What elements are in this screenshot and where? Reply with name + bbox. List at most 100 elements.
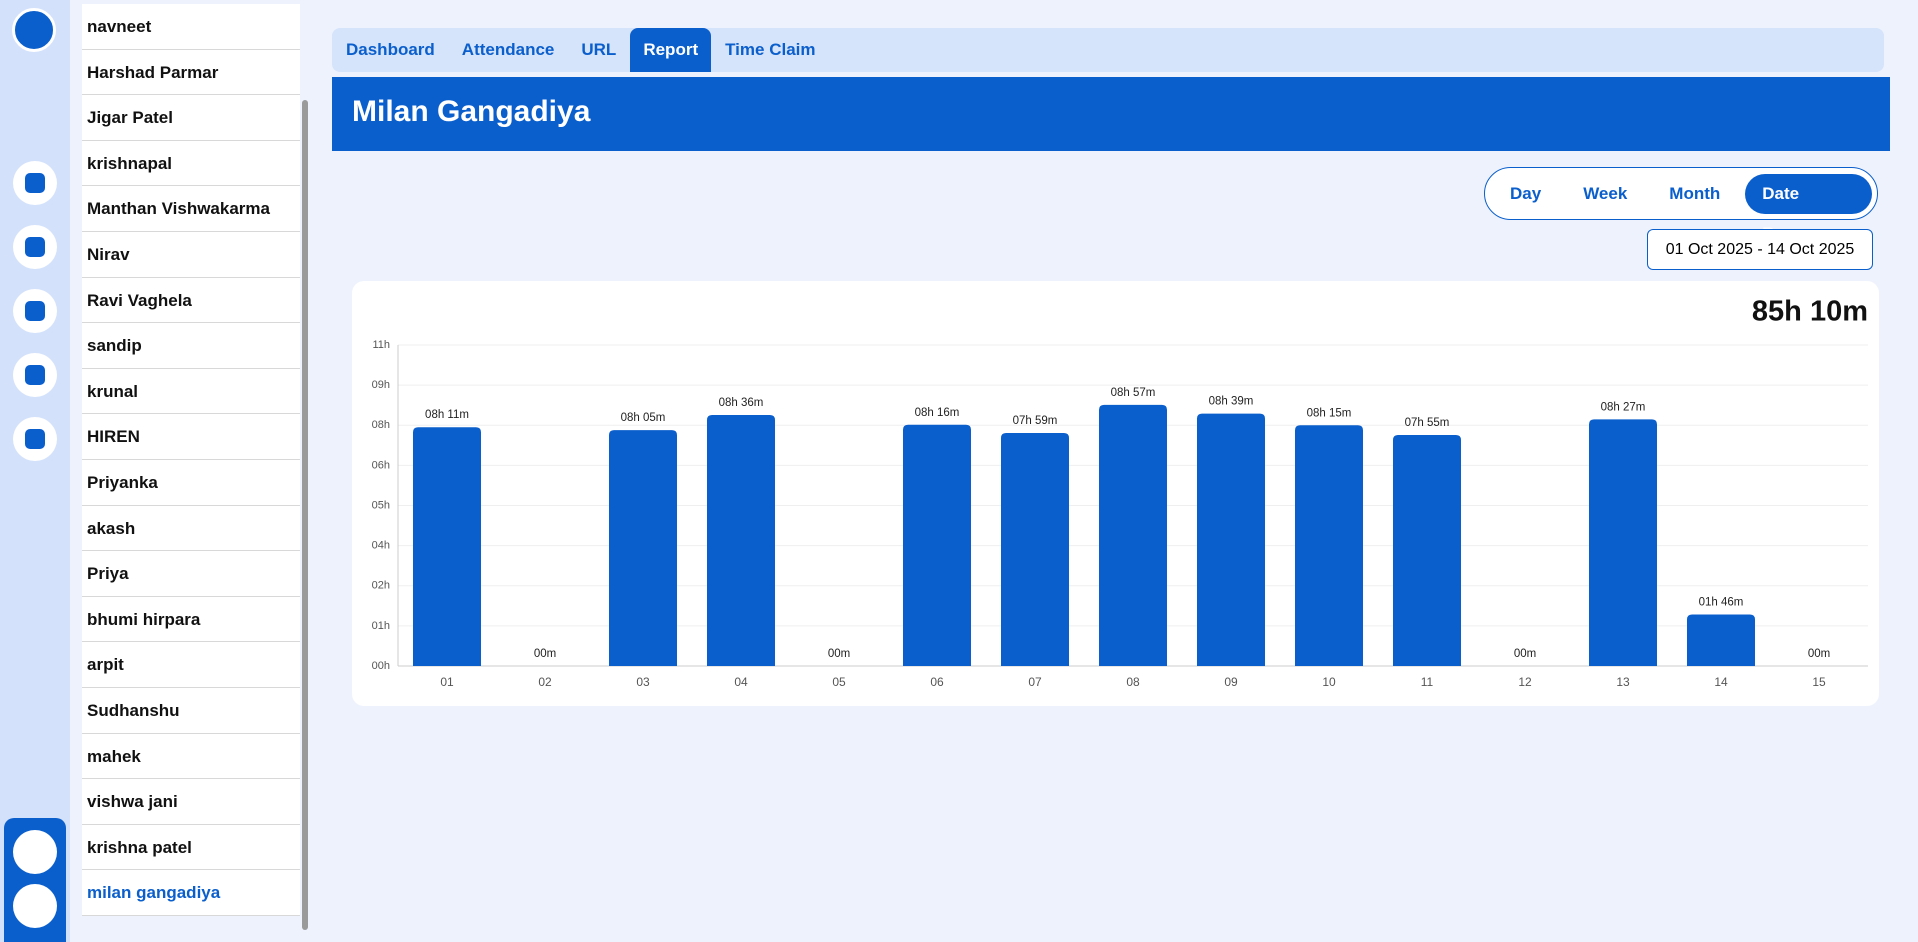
user-item[interactable]: milan gangadiya — [82, 870, 300, 916]
y-tick-label: 08h — [372, 419, 390, 431]
user-item[interactable]: mahek — [82, 733, 300, 780]
user-item[interactable]: Nirav — [82, 231, 300, 278]
x-tick-label: 12 — [1518, 675, 1532, 689]
y-tick-label: 04h — [372, 540, 390, 552]
user-item[interactable]: Priyanka — [82, 459, 300, 506]
home-icon[interactable] — [13, 161, 57, 205]
chart-card: 85h 10m 00h 01h 02h 04h 05h 06h 08h 09h 11h 01 08h… — [352, 281, 1879, 706]
user-item[interactable]: Harshad Parmar — [82, 49, 300, 96]
user-item[interactable]: akash — [82, 505, 300, 552]
user-item[interactable]: Manthan Vishwakarma — [82, 186, 300, 232]
value-label: 08h 16m — [915, 407, 960, 419]
value-label: 00m — [828, 648, 850, 660]
range-toggle: Day Week Month Date Range — [1484, 167, 1878, 243]
value-label: 08h 11m — [425, 409, 469, 421]
bar — [1197, 413, 1265, 666]
x-tick-label: 15 — [1812, 675, 1826, 689]
tab[interactable]: Attendance — [461, 40, 555, 59]
x-tick-label: 06 — [930, 675, 944, 689]
scrollbar — [302, 100, 308, 930]
logo[interactable] — [12, 8, 56, 52]
x-tick-label: 14 — [1714, 675, 1728, 689]
bar — [1589, 419, 1657, 666]
value-label: 08h 39m — [1209, 396, 1254, 408]
range-button[interactable]: Month — [1669, 183, 1721, 203]
total-time: 85h 10m — [1752, 296, 1868, 328]
chart: 85h 10m 00h 01h 02h 04h 05h 06h 08h 09h 11h 01 08h… — [372, 296, 1868, 689]
x-tick-label: 11 — [1421, 675, 1434, 689]
user-item[interactable]: Ravi Vaghela — [82, 277, 300, 324]
profile-icon[interactable] — [13, 830, 57, 874]
user-item[interactable]: krunal — [82, 368, 300, 415]
icon-rail — [0, 0, 70, 942]
y-tick-label: 09h — [372, 379, 390, 391]
user-item[interactable]: bhumi hirpara — [82, 596, 300, 643]
x-tick-label: 03 — [636, 675, 650, 689]
user-item[interactable]: Priya — [82, 551, 300, 597]
user-item[interactable]: sandip — [82, 323, 300, 369]
x-tick-label: 09 — [1224, 675, 1238, 689]
x-tick-label: 10 — [1322, 675, 1336, 689]
user-item[interactable]: Sudhanshu — [82, 687, 300, 734]
value-label: 08h 57m — [1111, 387, 1156, 399]
x-tick-label: 07 — [1028, 675, 1042, 689]
y-tick-label: 02h — [372, 580, 390, 592]
user-item[interactable]: Jigar Patel — [82, 95, 300, 141]
bottom-panel — [4, 818, 66, 942]
tab[interactable]: Report — [630, 28, 712, 72]
y-tick-label: 11h — [372, 339, 390, 351]
header-title: Milan Gangadiya — [352, 95, 591, 128]
value-label: 01h 46m — [1699, 596, 1744, 608]
bar — [707, 415, 775, 666]
y-tick-label: 06h — [372, 459, 390, 471]
header: Milan Gangadiya — [332, 77, 1890, 151]
tab[interactable]: URL — [581, 40, 617, 59]
bar — [413, 427, 481, 666]
value-label: 07h 55m — [1405, 417, 1450, 429]
team-icon[interactable] — [13, 225, 57, 269]
user-item[interactable]: HIREN — [82, 414, 300, 460]
x-tick-label: 05 — [832, 675, 846, 689]
user-item[interactable]: krishna patel — [82, 824, 300, 871]
y-tick-label: 01h — [372, 620, 390, 632]
value-label: 08h 36m — [719, 397, 764, 409]
bar — [1099, 404, 1167, 666]
tab[interactable]: Dashboard — [346, 40, 435, 59]
value-label: 08h 05m — [621, 412, 666, 424]
add-user-icon[interactable] — [13, 417, 57, 461]
range-button[interactable]: Week — [1583, 183, 1628, 203]
user-item[interactable]: krishnapal — [82, 140, 300, 187]
bar — [1295, 425, 1363, 666]
value-label: 00m — [1514, 648, 1536, 660]
value-label: 00m — [1808, 648, 1830, 660]
user-item[interactable]: vishwa jani — [82, 779, 300, 825]
value-label: 08h 15m — [1307, 407, 1352, 419]
y-tick-label: 00h — [372, 660, 390, 672]
tab[interactable]: Time Claim — [725, 40, 816, 59]
tab-bar: Dashboard Attendance URL Report Time Claim — [332, 28, 1884, 72]
x-tick-label: 01 — [440, 675, 454, 689]
bar — [903, 424, 971, 666]
bar — [1687, 614, 1755, 666]
date-range-input[interactable]: 01 Oct 2025 - 14 Oct 2025 — [1647, 229, 1873, 270]
bar — [609, 430, 677, 666]
tasks-icon[interactable] — [13, 289, 57, 333]
payroll-icon[interactable] — [13, 353, 57, 397]
bar — [1393, 434, 1461, 666]
user-item[interactable]: arpit — [82, 642, 300, 688]
value-label: 00m — [534, 648, 556, 660]
x-tick-label: 13 — [1616, 675, 1630, 689]
x-tick-label: 04 — [734, 675, 748, 689]
user-item[interactable]: navneet — [82, 4, 300, 50]
settings-icon[interactable] — [13, 884, 57, 928]
range-button[interactable]: Date Range — [1745, 173, 1872, 243]
x-tick-label: 02 — [538, 675, 552, 689]
user-list: navneet Harshad Parmar Jigar Patel krishnap… — [82, 4, 300, 916]
bar — [1001, 433, 1069, 666]
x-tick-label: 08 — [1126, 675, 1140, 689]
value-label: 07h 59m — [1013, 415, 1058, 427]
value-label: 08h 27m — [1601, 401, 1646, 413]
range-button[interactable]: Day — [1510, 183, 1542, 203]
y-tick-label: 05h — [372, 499, 390, 511]
